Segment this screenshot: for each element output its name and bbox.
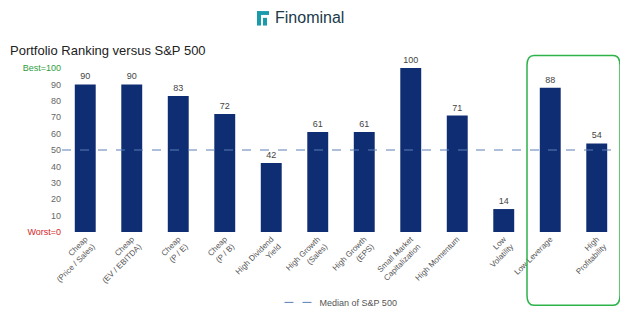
svg-text:Cheap(Price / Sales): Cheap(Price / Sales) bbox=[48, 234, 98, 284]
svg-text:30: 30 bbox=[51, 178, 61, 188]
svg-text:100: 100 bbox=[403, 55, 418, 65]
svg-text:Small MarketCapitalization: Small MarketCapitalization bbox=[375, 234, 423, 282]
svg-text:88: 88 bbox=[545, 75, 555, 85]
svg-text:High Momentum: High Momentum bbox=[414, 235, 462, 283]
svg-text:Low Leverage: Low Leverage bbox=[513, 234, 555, 276]
svg-text:42: 42 bbox=[266, 150, 276, 160]
svg-text:50: 50 bbox=[51, 145, 61, 155]
svg-text:10: 10 bbox=[51, 211, 61, 221]
svg-text:Worst=0: Worst=0 bbox=[27, 227, 61, 237]
svg-text:40: 40 bbox=[51, 162, 61, 172]
svg-text:High Growth(Sales): High Growth(Sales) bbox=[284, 235, 329, 280]
svg-text:71: 71 bbox=[452, 103, 462, 113]
svg-text:83: 83 bbox=[173, 83, 183, 93]
svg-text:61: 61 bbox=[359, 119, 369, 129]
svg-text:LowVolatility: LowVolatility bbox=[481, 235, 516, 270]
svg-text:High DividendYield: High DividendYield bbox=[234, 235, 283, 284]
svg-text:90: 90 bbox=[80, 71, 90, 81]
svg-text:Cheap(P / E): Cheap(P / E) bbox=[159, 234, 190, 265]
svg-text:80: 80 bbox=[51, 96, 61, 106]
svg-text:HighProfitability: HighProfitability bbox=[567, 235, 608, 276]
svg-text:Cheap(P / B): Cheap(P / B) bbox=[206, 234, 237, 265]
svg-text:Finominal: Finominal bbox=[275, 9, 344, 26]
svg-text:90: 90 bbox=[127, 71, 137, 81]
svg-text:Portfolio Ranking versus S&P 5: Portfolio Ranking versus S&P 500 bbox=[10, 43, 206, 58]
svg-text:14: 14 bbox=[499, 196, 509, 206]
svg-text:20: 20 bbox=[51, 194, 61, 204]
svg-text:70: 70 bbox=[51, 112, 61, 122]
svg-text:Cheap(EV / EBITDA): Cheap(EV / EBITDA) bbox=[93, 234, 144, 285]
svg-text:72: 72 bbox=[220, 101, 230, 111]
svg-text:High Growth(EPS): High Growth(EPS) bbox=[331, 235, 376, 280]
svg-text:Best=100: Best=100 bbox=[23, 63, 61, 73]
svg-text:90: 90 bbox=[51, 80, 61, 90]
svg-text:Median of S&P 500: Median of S&P 500 bbox=[320, 298, 397, 308]
svg-text:61: 61 bbox=[313, 119, 323, 129]
svg-text:60: 60 bbox=[51, 129, 61, 139]
svg-text:54: 54 bbox=[592, 130, 602, 140]
